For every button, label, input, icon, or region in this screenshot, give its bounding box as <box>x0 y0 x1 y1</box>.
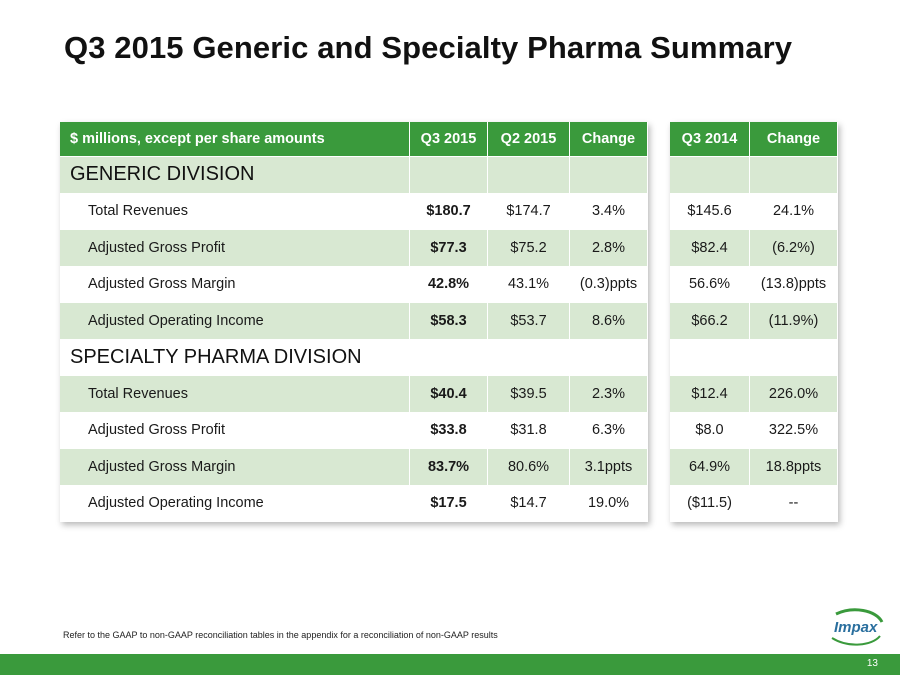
header-change-qoq: Change <box>570 122 648 157</box>
header-q3-2015: Q3 2015 <box>410 122 488 157</box>
generic-division-header-blank-4 <box>670 157 750 194</box>
generic-division-header-blank-3 <box>570 157 648 194</box>
table-cell: (13.8)ppts <box>750 266 838 303</box>
table-row-label: Adjusted Gross Margin <box>60 266 410 303</box>
table-cell: $145.6 <box>670 193 750 230</box>
table-row-label: Adjusted Gross Margin <box>60 449 410 486</box>
table-row-label: Total Revenues <box>60 193 410 230</box>
table-cell: $53.7 <box>488 303 570 340</box>
generic-division-header-blank-5 <box>750 157 838 194</box>
header-q2-2015: Q2 2015 <box>488 122 570 157</box>
table-cell: 83.7% <box>410 449 488 486</box>
table-cell: 8.6% <box>570 303 648 340</box>
table-cell: ($11.5) <box>670 485 750 522</box>
table-cell: $82.4 <box>670 230 750 267</box>
table-cell: $66.2 <box>670 303 750 340</box>
table-cell: (6.2%) <box>750 230 838 267</box>
specialty-division-header-blank-3 <box>570 339 648 376</box>
table-cell: -- <box>750 485 838 522</box>
table-cell: (0.3)ppts <box>570 266 648 303</box>
table-cell: $31.8 <box>488 412 570 449</box>
table-cell: 3.1ppts <box>570 449 648 486</box>
summary-table-grid: $ millions, except per share amounts Q3 2… <box>60 122 840 522</box>
table-cell: $75.2 <box>488 230 570 267</box>
table-cell: $33.8 <box>410 412 488 449</box>
table-cell: $8.0 <box>670 412 750 449</box>
table-row-label: Adjusted Operating Income <box>60 485 410 522</box>
specialty-division-header-blank-5 <box>750 339 838 376</box>
logo-swoosh-icon <box>831 608 884 646</box>
table-cell: $12.4 <box>670 376 750 413</box>
table-cell: 6.3% <box>570 412 648 449</box>
table-cell: $14.7 <box>488 485 570 522</box>
table-cell: $180.7 <box>410 193 488 230</box>
table-row-label: Adjusted Gross Profit <box>60 412 410 449</box>
table-cell: 18.8ppts <box>750 449 838 486</box>
summary-table: $ millions, except per share amounts Q3 2… <box>60 122 840 522</box>
header-change-yoy: Change <box>750 122 838 157</box>
table-cell: $17.5 <box>410 485 488 522</box>
table-row-label: Adjusted Gross Profit <box>60 230 410 267</box>
page-title: Q3 2015 Generic and Specialty Pharma Sum… <box>64 30 793 65</box>
table-cell: 322.5% <box>750 412 838 449</box>
footnote: Refer to the GAAP to non-GAAP reconcilia… <box>63 630 498 640</box>
table-cell: 2.3% <box>570 376 648 413</box>
table-cell: $174.7 <box>488 193 570 230</box>
header-q3-2014: Q3 2014 <box>670 122 750 157</box>
page-number: 13 <box>866 658 878 669</box>
specialty-division-header-blank-4 <box>670 339 750 376</box>
generic-division-header-blank-1 <box>410 157 488 194</box>
logo-text: Impax <box>834 619 878 636</box>
table-cell: 3.4% <box>570 193 648 230</box>
table-cell: (11.9%) <box>750 303 838 340</box>
table-cell: 24.1% <box>750 193 838 230</box>
table-cell: $77.3 <box>410 230 488 267</box>
header-label: $ millions, except per share amounts <box>60 122 410 157</box>
impax-logo: Impax <box>828 608 886 648</box>
table-cell: 2.8% <box>570 230 648 267</box>
footer-bar: 13 <box>0 654 900 675</box>
table-cell: 64.9% <box>670 449 750 486</box>
specialty-division-header: SPECIALTY PHARMA DIVISION <box>60 339 410 376</box>
table-cell: 19.0% <box>570 485 648 522</box>
table-cell: 226.0% <box>750 376 838 413</box>
table-cell: 80.6% <box>488 449 570 486</box>
specialty-division-header-blank-2 <box>488 339 570 376</box>
table-cell: 56.6% <box>670 266 750 303</box>
table-cell: $40.4 <box>410 376 488 413</box>
specialty-division-header-blank-1 <box>410 339 488 376</box>
table-cell: 42.8% <box>410 266 488 303</box>
table-cell: $58.3 <box>410 303 488 340</box>
generic-division-header: GENERIC DIVISION <box>60 157 410 194</box>
table-cell: 43.1% <box>488 266 570 303</box>
table-row-label: Adjusted Operating Income <box>60 303 410 340</box>
table-cell: $39.5 <box>488 376 570 413</box>
table-row-label: Total Revenues <box>60 376 410 413</box>
generic-division-header-blank-2 <box>488 157 570 194</box>
